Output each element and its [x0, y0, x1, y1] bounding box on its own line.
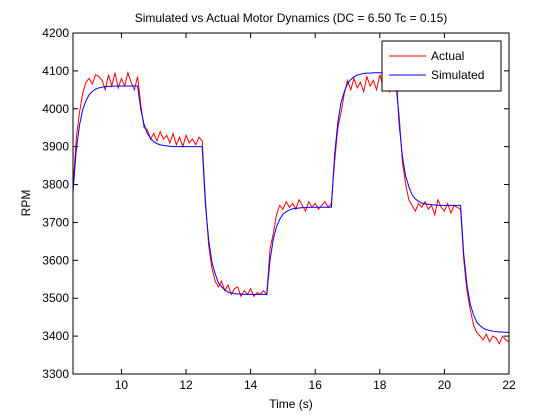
- y-tick-label: 3500: [42, 291, 69, 305]
- x-tick-label: 18: [373, 378, 387, 392]
- legend-label: Actual: [431, 49, 464, 63]
- x-tick-label: 22: [502, 378, 516, 392]
- y-tick-label: 3600: [42, 253, 69, 267]
- y-axis-label: RPM: [19, 190, 33, 217]
- legend-box: [381, 40, 502, 92]
- x-tick-label: 10: [115, 378, 129, 392]
- y-tick-label: 4200: [42, 26, 69, 40]
- y-tick-label: 3300: [42, 367, 69, 381]
- y-tick-label: 4000: [42, 102, 69, 116]
- y-tick-label: 3900: [42, 140, 69, 154]
- y-tick-label: 4100: [42, 64, 69, 78]
- y-tick-label: 3400: [42, 329, 69, 343]
- x-tick-label: 16: [309, 378, 323, 392]
- plot-frame: [72, 32, 510, 375]
- data-line: [72, 72, 509, 333]
- chart-title: Simulated vs Actual Motor Dynamics (DC =…: [135, 11, 448, 25]
- y-tick-label: 3700: [42, 215, 69, 229]
- x-tick-label: 20: [438, 378, 452, 392]
- legend-label: Simulated: [431, 68, 484, 82]
- x-axis-label: Time (s): [269, 397, 313, 411]
- y-tick-label: 3800: [42, 178, 69, 192]
- x-tick-label: 14: [244, 378, 258, 392]
- x-tick-label: 12: [179, 378, 193, 392]
